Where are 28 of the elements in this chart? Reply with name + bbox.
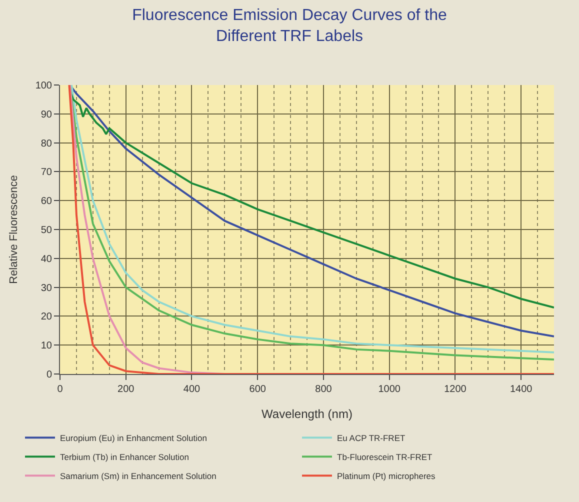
x-tick-label: 1000: [378, 384, 401, 395]
x-tick-label: 1200: [444, 384, 467, 395]
legend-label: Tb-Fluorescein TR-FRET: [337, 452, 432, 462]
x-tick-label: 800: [315, 384, 332, 395]
x-tick-label: 1400: [510, 384, 533, 395]
x-tick-label: 200: [118, 384, 135, 395]
y-tick-label: 0: [46, 370, 52, 380]
y-axis-title: Relative Fluorescence: [8, 175, 20, 284]
legend-label: Terbium (Tb) in Enhancer Solution: [60, 452, 190, 462]
y-tick-label: 50: [40, 225, 52, 236]
legend-label: Eu ACP TR-FRET: [337, 432, 406, 443]
x-axis-title: Wavelength (nm): [262, 406, 352, 421]
legend-label: Samarium (Sm) in Enhancement Solution: [60, 470, 217, 481]
y-tick-label: 70: [40, 167, 52, 178]
y-tick-label: 10: [40, 340, 52, 352]
y-tick-label: 20: [40, 312, 52, 323]
legend-label: Platinum (Pt) micropheres: [337, 470, 436, 481]
chart-title: Fluorescence Emission Decay Curves of the Different TRF Labels: [132, 7, 447, 45]
y-tick-label: 40: [40, 254, 52, 265]
y-tick-label: 90: [40, 109, 52, 120]
y-tick-label: 60: [40, 196, 52, 208]
y-tick-label: 80: [40, 138, 52, 150]
y-tick-label: 30: [40, 282, 52, 294]
legend-label: Europium (Eu) in Enhancment Solution: [60, 432, 208, 443]
y-tick-label: 100: [35, 80, 52, 92]
x-tick-label: 400: [183, 384, 201, 395]
x-tick-label: 0: [57, 384, 64, 395]
x-tick-label: 600: [249, 384, 266, 395]
